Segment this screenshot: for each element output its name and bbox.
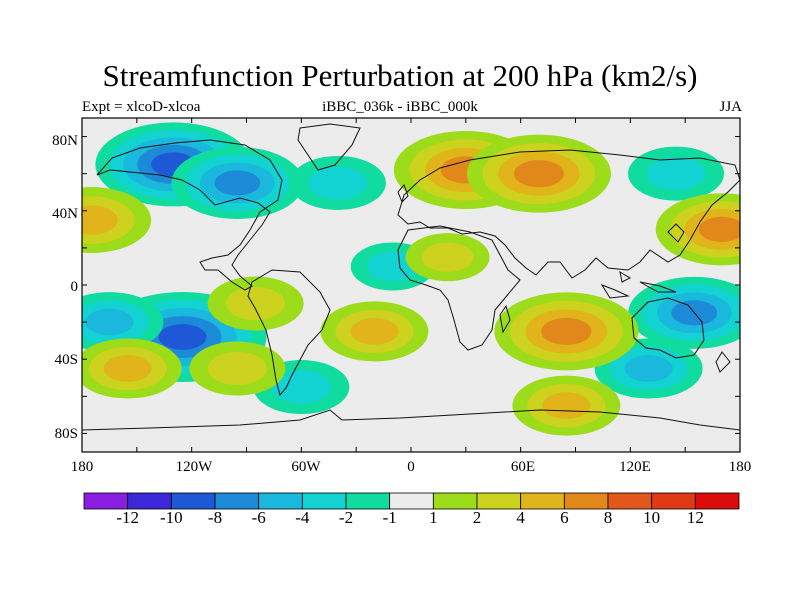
colorbar-label: -2 bbox=[338, 508, 354, 527]
anomaly-center bbox=[289, 155, 386, 210]
plot-title: Streamfunction Perturbation at 200 hPa (… bbox=[102, 58, 698, 93]
colorbar-swatch bbox=[301, 492, 347, 510]
lon-label-0: 0 bbox=[407, 459, 415, 475]
contour-band bbox=[271, 370, 331, 404]
lat-label-eq: 0 bbox=[70, 279, 79, 295]
contour-band bbox=[226, 286, 286, 321]
contour-band bbox=[421, 242, 474, 272]
coast-south-america bbox=[247, 269, 331, 397]
contour-band bbox=[541, 317, 592, 345]
contour-band bbox=[366, 251, 419, 282]
coast-greenland bbox=[297, 123, 361, 171]
colorbar-swatch bbox=[432, 492, 478, 510]
coastlines bbox=[82, 123, 740, 431]
anomaly-center bbox=[466, 134, 611, 213]
colorbar-label: -8 bbox=[207, 508, 223, 527]
experiment-label: Expt = xlcoD-xlcoa bbox=[82, 99, 201, 115]
colorbar bbox=[83, 492, 740, 510]
anomaly-center bbox=[82, 338, 182, 399]
colorbar-swatch bbox=[563, 492, 609, 510]
anomaly-center bbox=[82, 292, 164, 353]
colorbar-swatch bbox=[694, 492, 740, 510]
coast-indonesia bbox=[600, 270, 677, 299]
anomaly-center bbox=[494, 292, 639, 371]
anomaly-center bbox=[207, 276, 304, 331]
colorbar-swatch bbox=[345, 492, 391, 510]
colorbar-swatch bbox=[476, 492, 522, 510]
coast-new-zealand bbox=[715, 351, 731, 373]
lon-label-180w: 180 bbox=[70, 459, 94, 475]
colorbar-swatch bbox=[258, 492, 303, 510]
lon-label-120e: 120E bbox=[619, 459, 651, 475]
lat-label-80s: 80S bbox=[54, 426, 78, 442]
axis-ticks bbox=[81, 118, 741, 452]
coast-africa bbox=[397, 225, 521, 351]
contour-band bbox=[158, 324, 207, 350]
season-label: JJA bbox=[719, 99, 742, 115]
contour-band bbox=[513, 160, 564, 188]
colorbar-swatch bbox=[651, 492, 696, 510]
contour-band bbox=[350, 318, 399, 345]
colorbar-label: -1 bbox=[382, 508, 397, 527]
lon-label-120w: 120W bbox=[175, 459, 213, 475]
colorbar-swatch bbox=[520, 492, 565, 510]
colorbar-label: -6 bbox=[251, 508, 266, 527]
contour-field bbox=[82, 122, 740, 436]
contour-band bbox=[542, 392, 591, 419]
coast-antarctica bbox=[82, 409, 740, 431]
anomaly-center bbox=[628, 276, 740, 349]
anomaly-center bbox=[628, 146, 725, 201]
lat-label-80n: 80N bbox=[52, 133, 78, 149]
colorbar-label: 12 bbox=[686, 508, 704, 527]
anomaly-center bbox=[171, 146, 304, 219]
anomaly-center bbox=[512, 375, 621, 436]
colorbar-swatch bbox=[389, 492, 434, 510]
comparison-label: iBBC_036k - iBBC_000k bbox=[322, 99, 478, 115]
coast-eurasia bbox=[397, 149, 740, 279]
colorbar-label: -10 bbox=[159, 508, 183, 527]
colorbar-label: -4 bbox=[295, 508, 310, 527]
coast-uk bbox=[397, 184, 409, 203]
contour-band bbox=[82, 205, 118, 235]
contour-band bbox=[85, 308, 134, 336]
lon-label-180e: 180 bbox=[728, 459, 752, 475]
colorbar-label: 4 bbox=[516, 508, 525, 527]
anomaly-center bbox=[82, 187, 152, 254]
contour-band bbox=[624, 355, 673, 382]
colorbar-swatch bbox=[127, 492, 172, 510]
anomaly-center bbox=[95, 122, 252, 207]
contour-band bbox=[646, 157, 706, 191]
anomaly-center bbox=[189, 341, 286, 396]
colorbar-swatch bbox=[83, 492, 129, 510]
colorbar-label: -12 bbox=[116, 508, 139, 527]
colorbar-swatch bbox=[170, 492, 216, 510]
contour-band bbox=[698, 216, 740, 242]
colorbar-label: 1 bbox=[429, 508, 438, 527]
colorbar-swatch bbox=[214, 492, 260, 510]
colorbar-label: 10 bbox=[643, 508, 661, 527]
coast-japan bbox=[667, 223, 685, 243]
contour-band bbox=[103, 355, 152, 382]
anomaly-center bbox=[655, 193, 740, 266]
colorbar-swatch bbox=[607, 492, 653, 510]
anomaly-center bbox=[405, 233, 490, 282]
colorbar-label: 8 bbox=[603, 508, 613, 527]
lat-label-40s: 40S bbox=[54, 352, 78, 368]
lon-label-60w: 60W bbox=[291, 459, 321, 475]
lat-label-40n: 40N bbox=[52, 206, 78, 222]
contour-band bbox=[207, 351, 267, 386]
lon-label-60e: 60E bbox=[510, 459, 536, 475]
coast-madagascar bbox=[499, 304, 511, 334]
contour-band bbox=[308, 166, 368, 200]
coast-australia bbox=[631, 297, 705, 359]
anomaly-center bbox=[320, 301, 429, 362]
colorbar-label: 2 bbox=[472, 508, 482, 527]
colorbar-label: 6 bbox=[560, 508, 569, 527]
contour-band bbox=[214, 170, 261, 196]
coast-north-america bbox=[96, 139, 283, 291]
